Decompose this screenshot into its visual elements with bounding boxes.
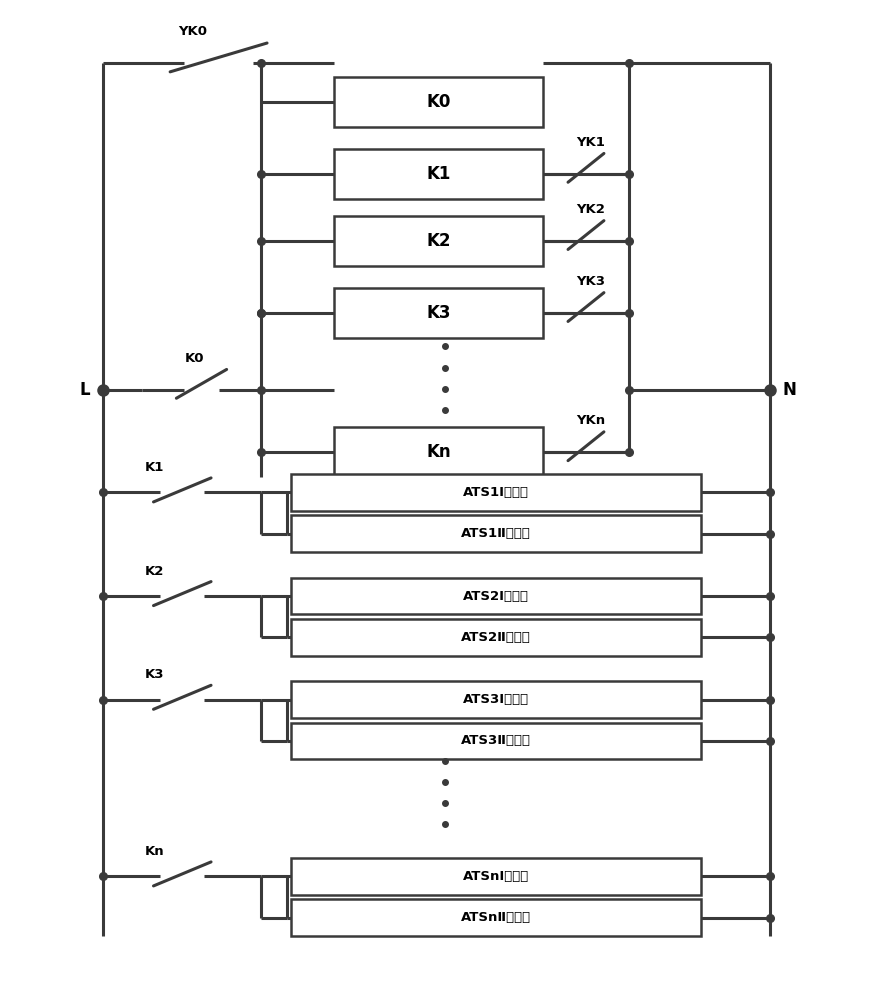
Bar <box>291 578 701 614</box>
Bar <box>334 427 543 477</box>
Bar <box>334 77 543 127</box>
Text: K2: K2 <box>426 232 451 250</box>
Text: K1: K1 <box>426 165 450 183</box>
Text: YK3: YK3 <box>577 275 605 288</box>
Text: ATS2Ⅱ側遥控: ATS2Ⅱ側遥控 <box>461 631 531 644</box>
Text: ATS1Ⅱ側遥控: ATS1Ⅱ側遥控 <box>461 527 531 540</box>
Text: K3: K3 <box>145 668 165 681</box>
Bar <box>291 899 701 936</box>
Bar <box>334 288 543 338</box>
Bar <box>291 858 701 895</box>
Bar <box>291 619 701 656</box>
Text: YK0: YK0 <box>179 25 207 38</box>
Text: N: N <box>782 381 797 399</box>
Bar <box>291 723 701 759</box>
Text: ATS3Ⅰ側遥控: ATS3Ⅰ側遥控 <box>463 693 530 706</box>
Text: ATSnⅡ側遥控: ATSnⅡ側遥控 <box>461 911 531 924</box>
Text: K2: K2 <box>145 565 165 578</box>
Bar <box>291 681 701 718</box>
Text: K0: K0 <box>426 93 450 111</box>
Text: Kn: Kn <box>145 845 165 858</box>
Text: K0: K0 <box>185 352 205 365</box>
Text: ATS3Ⅱ側遥控: ATS3Ⅱ側遥控 <box>461 734 531 747</box>
Text: K1: K1 <box>145 461 165 474</box>
Bar <box>334 216 543 266</box>
Bar <box>291 515 701 552</box>
Text: YK1: YK1 <box>577 136 605 149</box>
Text: ATSnⅠ側遥控: ATSnⅠ側遥控 <box>463 870 530 883</box>
Text: YKn: YKn <box>577 414 606 427</box>
Bar <box>334 149 543 199</box>
Text: Kn: Kn <box>426 443 451 461</box>
Text: ATS1Ⅰ側遥控: ATS1Ⅰ側遥控 <box>464 486 530 499</box>
Bar <box>291 474 701 511</box>
Text: ATS2Ⅰ側遥控: ATS2Ⅰ側遥控 <box>464 589 530 602</box>
Text: K3: K3 <box>426 304 451 322</box>
Text: YK2: YK2 <box>577 203 605 216</box>
Text: L: L <box>80 381 91 399</box>
